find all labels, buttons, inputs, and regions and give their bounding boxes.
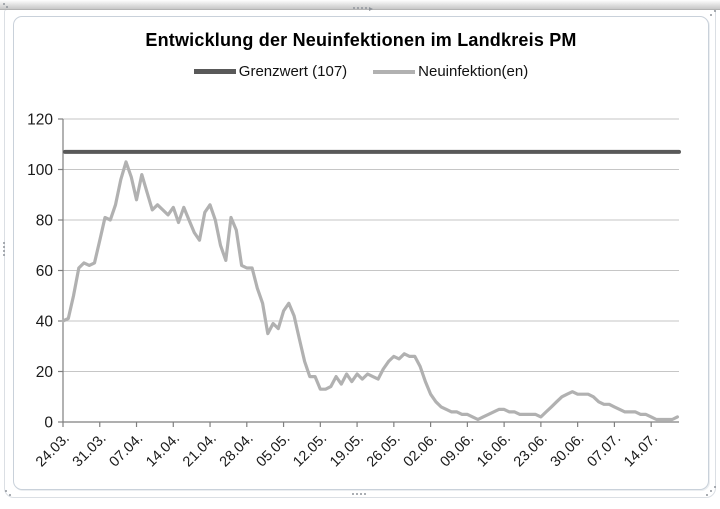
x-tick-label: 16.06. bbox=[474, 431, 514, 471]
grip-dot-icon bbox=[3, 246, 5, 248]
grip-dot-icon bbox=[360, 493, 362, 495]
resize-grip-bottom-left[interactable] bbox=[5, 489, 13, 497]
x-tick-label: 26.05. bbox=[364, 431, 404, 471]
y-tick-label: 20 bbox=[36, 364, 54, 381]
grip-dot-icon bbox=[3, 3, 5, 5]
x-tick-label: 23.06. bbox=[511, 431, 551, 471]
grip-dot-icon bbox=[714, 10, 716, 12]
neuinfektionen-line[interactable] bbox=[61, 160, 680, 422]
grip-dot-icon bbox=[357, 7, 359, 9]
x-tick-label: 31.03. bbox=[70, 431, 110, 471]
chart-area: Entwicklung der Neuinfektionen im Landkr… bbox=[13, 16, 709, 490]
resize-grip-bottom-right[interactable] bbox=[706, 486, 718, 498]
top-drag-handle[interactable] bbox=[353, 7, 373, 11]
grip-dot-icon bbox=[706, 494, 708, 496]
bottom-drag-handle[interactable] bbox=[352, 493, 366, 495]
x-tick-label: 07.07. bbox=[584, 431, 624, 471]
grip-dot-icon bbox=[710, 490, 712, 492]
y-tick-label: 120 bbox=[27, 112, 53, 129]
grip-dot-icon bbox=[9, 494, 11, 496]
x-tick-label: 09.06. bbox=[437, 431, 477, 471]
x-tick-label: 14.07. bbox=[621, 431, 661, 471]
legend-item-neuinfektionen: Neuinfektion(en) bbox=[373, 63, 528, 80]
arrow-right-icon bbox=[369, 7, 373, 11]
plot-area: 02040608010012024.03.31.03.07.04.14.04.2… bbox=[27, 112, 681, 471]
grip-dot-icon bbox=[714, 486, 716, 488]
grip-dot-icon bbox=[364, 493, 366, 495]
grip-dot-icon bbox=[3, 242, 5, 244]
chart-title: Entwicklung der Neuinfektionen im Landkr… bbox=[145, 30, 577, 50]
grip-dot-icon bbox=[353, 7, 355, 9]
x-tick-label: 21.04. bbox=[180, 431, 220, 471]
x-tick-label: 12.05. bbox=[290, 431, 330, 471]
x-tick-label: 24.03. bbox=[33, 431, 73, 471]
x-tick-label: 14.04. bbox=[143, 431, 183, 471]
x-tick-label: 19.05. bbox=[327, 431, 367, 471]
resize-grip-top-left[interactable] bbox=[3, 3, 9, 9]
neuinfektionen-line-swatch bbox=[373, 69, 416, 74]
window-top-strip bbox=[0, 0, 720, 10]
left-drag-handle[interactable] bbox=[3, 242, 5, 256]
grip-dot-icon bbox=[361, 7, 363, 9]
grip-dot-icon bbox=[6, 6, 8, 8]
x-tick-label: 02.06. bbox=[401, 431, 441, 471]
y-tick-label: 60 bbox=[36, 263, 54, 280]
grip-dot-icon bbox=[710, 14, 712, 16]
y-tick-label: 100 bbox=[27, 162, 53, 179]
grip-dot-icon bbox=[356, 493, 358, 495]
x-tick-label: 30.06. bbox=[548, 431, 588, 471]
resize-grip-top-right[interactable] bbox=[710, 10, 718, 18]
x-tick-label: 28.04. bbox=[217, 431, 257, 471]
grenzwert-line-swatch bbox=[193, 69, 236, 74]
legend-label-neuinfektionen: Neuinfektion(en) bbox=[418, 63, 529, 80]
grip-dot-icon bbox=[5, 490, 7, 492]
y-tick-label: 0 bbox=[44, 415, 53, 432]
grip-dot-icon bbox=[3, 254, 5, 256]
x-tick-label: 05.05. bbox=[254, 431, 294, 471]
legend-label-grenzwert: Grenzwert (107) bbox=[238, 63, 348, 80]
x-tick-label: 07.04. bbox=[107, 431, 147, 471]
grip-dot-icon bbox=[3, 250, 5, 252]
legend-item-grenzwert: Grenzwert (107) bbox=[193, 63, 348, 80]
legend: Grenzwert (107) Neuinfektion(en) bbox=[14, 63, 708, 80]
grip-dot-icon bbox=[352, 493, 354, 495]
grip-dot-icon bbox=[365, 7, 367, 9]
y-tick-label: 80 bbox=[36, 213, 54, 230]
y-tick-label: 40 bbox=[36, 314, 54, 331]
